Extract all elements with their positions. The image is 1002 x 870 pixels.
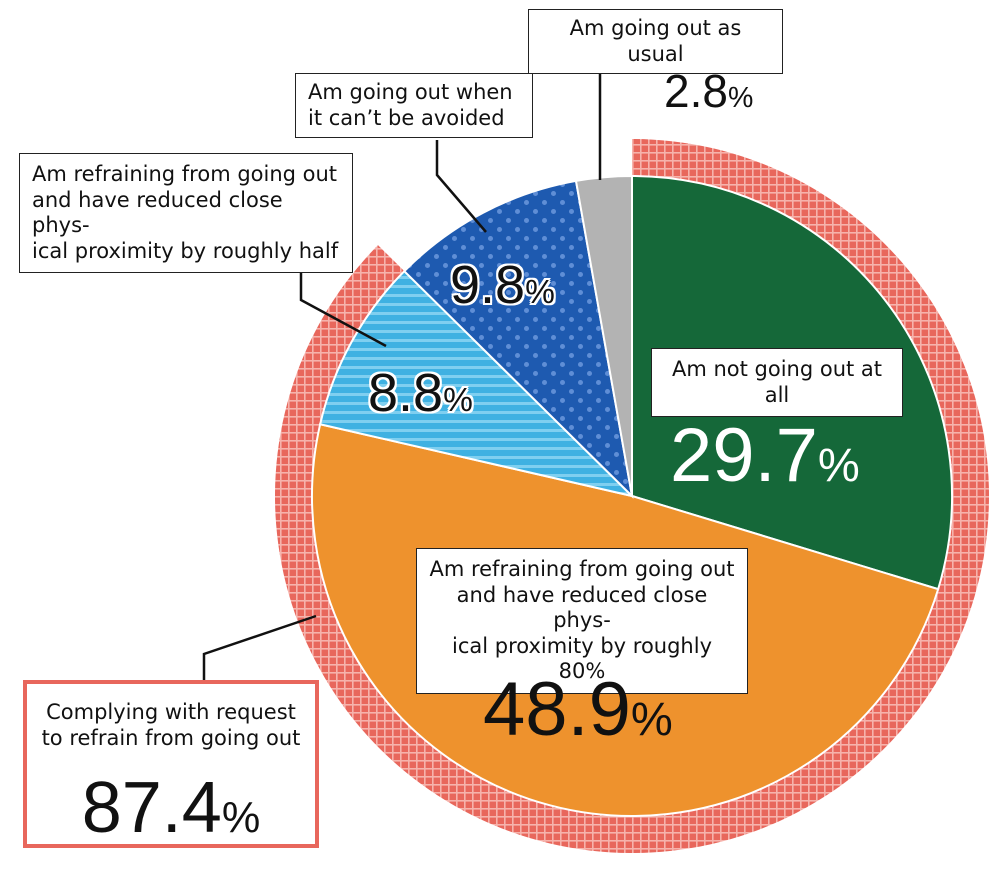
group-value: 87.4% (81, 768, 261, 848)
slice-as-usual (574, 174, 633, 497)
slice-label-as-usual: Am going out as usual (528, 9, 783, 75)
slice-label-unavoidable: Am going out when it can’t be avoided (295, 73, 533, 139)
slice-reduced-half (318, 269, 636, 498)
slice-value-reduced-80: 48.9% (483, 667, 673, 752)
slice-value-reduced-half: 8.8% (368, 363, 473, 423)
slice-label-reduced-half: Am refraining from going out and have re… (19, 153, 353, 274)
leader-unavoidable (435, 140, 487, 233)
slice-value-as-usual: 2.8% (664, 65, 754, 117)
slice-value-not-going-out: 29.7% (670, 413, 860, 498)
leader-group (202, 614, 317, 684)
slice-value-unavoidable: 9.8% (450, 255, 555, 315)
group-total-box: Complying with request to refrain from g… (23, 680, 319, 848)
group-label: Complying with request to refrain from g… (41, 700, 301, 750)
slice-unavoidable (402, 179, 634, 499)
slice-label-not-going-out: Am not going out at all (651, 348, 903, 418)
slice-label-reduced-80: Am refraining from going out and have re… (416, 548, 748, 695)
leader-reduced-half (299, 265, 387, 348)
